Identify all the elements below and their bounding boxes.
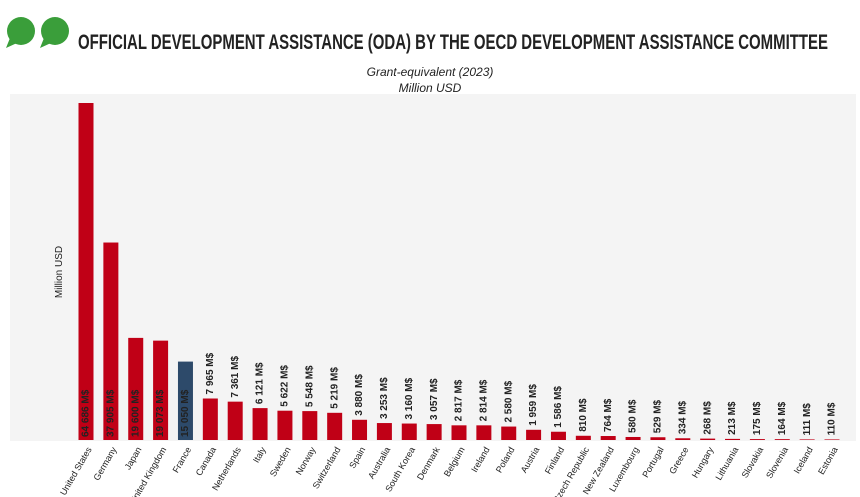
value-label: 15 050 M$ xyxy=(180,389,191,437)
logo-bubble xyxy=(41,17,69,45)
value-label: 3 253 M$ xyxy=(379,377,390,419)
bar xyxy=(675,438,691,440)
bar xyxy=(799,439,815,440)
x-tick-label: Australia xyxy=(366,445,392,480)
x-tick-label: Poland xyxy=(494,445,517,474)
value-label: 19 073 M$ xyxy=(155,389,166,437)
value-label: 213 M$ xyxy=(727,401,738,435)
bar xyxy=(725,438,741,440)
bar xyxy=(550,431,566,440)
bar xyxy=(202,398,218,440)
bar xyxy=(327,412,343,440)
value-label: 2 817 M$ xyxy=(454,379,465,421)
value-label: 1 586 M$ xyxy=(553,386,564,428)
x-tick-label: Germany xyxy=(91,445,118,482)
bar xyxy=(774,439,790,440)
x-tick-label: Italy xyxy=(251,445,268,465)
value-label: 37 905 M$ xyxy=(106,389,117,437)
logo-tail xyxy=(6,38,17,48)
value-label: 175 M$ xyxy=(752,401,763,435)
chart-title: OFFICIAL DEVELOPMENT ASSISTANCE (ODA) BY… xyxy=(78,31,828,54)
value-label: 580 M$ xyxy=(628,399,639,433)
value-label: 529 M$ xyxy=(653,399,664,433)
x-tick-label: Belgium xyxy=(442,445,467,478)
x-tick-label: Norway xyxy=(294,445,318,477)
value-label: 5 622 M$ xyxy=(280,365,291,407)
bar xyxy=(476,425,492,440)
bar xyxy=(501,426,517,440)
logo xyxy=(6,17,69,48)
x-tick-label: Portugal xyxy=(640,445,665,479)
value-label: 6 121 M$ xyxy=(255,362,266,404)
value-label: 7 965 M$ xyxy=(205,352,216,394)
value-label: 5 219 M$ xyxy=(329,367,340,409)
bar xyxy=(227,401,243,440)
value-label: 268 M$ xyxy=(702,401,713,435)
x-tick-label: Lithuania xyxy=(713,445,740,482)
x-tick-label: France xyxy=(171,445,194,474)
x-tick-label: Greece xyxy=(667,445,690,476)
value-label: 764 M$ xyxy=(603,398,614,432)
x-tick-label: Slovenia xyxy=(764,445,790,480)
value-label: 3 880 M$ xyxy=(354,374,365,416)
bar xyxy=(277,410,293,440)
logo-bubble xyxy=(7,17,35,45)
bar xyxy=(625,436,641,440)
bar xyxy=(650,437,666,440)
value-label: 334 M$ xyxy=(677,400,688,434)
value-label: 2 814 M$ xyxy=(479,379,490,421)
x-tick-label: Japan xyxy=(123,445,144,471)
bar xyxy=(749,439,765,440)
bar xyxy=(302,411,318,440)
bar xyxy=(824,439,840,440)
bar xyxy=(600,436,616,440)
bar xyxy=(103,242,119,440)
value-label: 5 548 M$ xyxy=(304,365,315,407)
subtitle: Million USD xyxy=(399,81,462,95)
bar xyxy=(451,425,467,440)
value-label: 7 361 M$ xyxy=(230,356,241,398)
value-label: 2 580 M$ xyxy=(503,380,514,422)
value-label: 111 M$ xyxy=(802,403,813,436)
x-tick-label: Canada xyxy=(194,445,218,477)
value-label: 3 057 M$ xyxy=(429,378,440,420)
value-label: 1 959 M$ xyxy=(528,384,539,426)
bar xyxy=(177,361,193,440)
x-tick-label: Austria xyxy=(519,445,542,474)
bar xyxy=(426,424,442,440)
bar xyxy=(153,340,169,440)
x-tick-label: Spain xyxy=(347,445,367,470)
x-tick-label: Finland xyxy=(543,445,566,476)
x-tick-label: Ireland xyxy=(469,445,491,474)
bar xyxy=(700,438,716,440)
bar xyxy=(376,423,392,440)
bar xyxy=(128,337,144,440)
x-tick-label: Iceland xyxy=(792,445,815,475)
x-tick-label: Hungary xyxy=(690,445,716,480)
value-label: 110 M$ xyxy=(827,402,838,435)
plot-background xyxy=(10,94,856,441)
bar xyxy=(575,435,591,440)
value-label: 164 M$ xyxy=(777,401,788,435)
value-label: 810 M$ xyxy=(578,398,589,432)
subtitle: Grant-equivalent (2023) xyxy=(367,65,494,79)
value-label: 19 600 M$ xyxy=(130,389,141,437)
bar xyxy=(526,429,542,440)
x-tick-label: United States xyxy=(58,445,94,497)
bar xyxy=(78,103,94,440)
x-tick-label: Denmark xyxy=(415,445,442,482)
bar xyxy=(252,408,268,440)
x-tick-label: Slovakia xyxy=(740,445,766,479)
x-tick-label: Estonia xyxy=(816,445,840,476)
y-axis-label: Million USD xyxy=(54,246,65,298)
bar xyxy=(401,423,417,440)
value-label: 3 160 M$ xyxy=(404,377,415,419)
bar xyxy=(352,419,368,440)
x-tick-label: Sweden xyxy=(268,445,293,478)
logo-tail xyxy=(40,38,51,48)
value-label: 64 686 M$ xyxy=(81,389,92,437)
